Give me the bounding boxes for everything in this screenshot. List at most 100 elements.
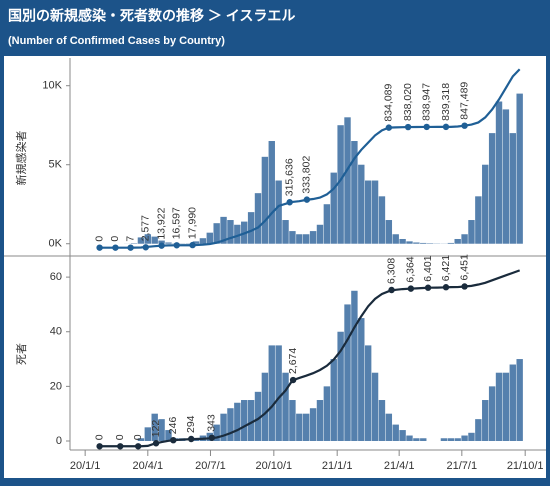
bar bbox=[220, 216, 227, 244]
bar bbox=[275, 180, 282, 244]
bar bbox=[495, 101, 503, 244]
bar bbox=[144, 427, 152, 441]
bar bbox=[351, 290, 358, 441]
bar bbox=[261, 156, 269, 244]
data-label: 0 bbox=[93, 434, 105, 440]
point bbox=[96, 244, 103, 251]
data-label: 122 bbox=[150, 420, 162, 438]
point bbox=[152, 440, 160, 447]
bar bbox=[296, 234, 303, 244]
bar bbox=[337, 125, 344, 244]
bar bbox=[516, 93, 523, 244]
data-label: 7 bbox=[124, 236, 136, 242]
bar bbox=[454, 438, 461, 441]
data-label: 0 bbox=[132, 434, 144, 440]
data-label: 6,308 bbox=[385, 258, 397, 284]
point bbox=[189, 241, 196, 249]
bar bbox=[289, 231, 296, 244]
point bbox=[424, 284, 432, 291]
bar bbox=[234, 224, 241, 244]
bar bbox=[358, 164, 365, 244]
y-tick-label: 40 bbox=[50, 326, 62, 338]
data-label: 6,421 bbox=[440, 255, 452, 281]
bar bbox=[330, 359, 337, 441]
bar bbox=[385, 413, 393, 441]
x-tick-label: 20/4/1 bbox=[133, 460, 164, 472]
bar bbox=[309, 408, 317, 441]
bar bbox=[406, 241, 413, 244]
data-label: 333,802 bbox=[301, 156, 313, 194]
point bbox=[170, 436, 177, 444]
point bbox=[442, 284, 450, 291]
bar bbox=[261, 372, 269, 441]
point bbox=[303, 196, 311, 203]
bar bbox=[385, 220, 393, 244]
bar bbox=[371, 372, 379, 441]
bar bbox=[371, 180, 379, 244]
bar bbox=[461, 234, 468, 244]
bar bbox=[158, 419, 165, 441]
point bbox=[112, 244, 119, 251]
bar bbox=[282, 372, 289, 441]
bar bbox=[399, 238, 406, 244]
point bbox=[407, 285, 415, 292]
bar bbox=[302, 413, 310, 441]
data-label: 839,318 bbox=[440, 83, 452, 121]
bar bbox=[268, 141, 275, 244]
bar bbox=[199, 238, 207, 244]
bar bbox=[302, 234, 310, 244]
point bbox=[96, 443, 103, 450]
data-label: 13,922 bbox=[155, 207, 167, 239]
bar bbox=[358, 318, 365, 441]
bar bbox=[337, 331, 344, 441]
point bbox=[127, 244, 134, 251]
point bbox=[388, 286, 395, 294]
x-tick-label: 20/1/1 bbox=[70, 460, 101, 472]
bar bbox=[420, 242, 427, 244]
point bbox=[158, 242, 165, 249]
bar bbox=[213, 424, 220, 441]
x-tick-label: 21/10/1 bbox=[507, 460, 544, 472]
bar bbox=[440, 438, 448, 441]
bar bbox=[151, 236, 158, 244]
bar bbox=[413, 438, 420, 441]
bar bbox=[461, 435, 468, 441]
bar bbox=[392, 424, 399, 441]
bar bbox=[344, 304, 351, 441]
bar bbox=[296, 413, 303, 441]
bar bbox=[406, 435, 413, 441]
y-tick-label: 60 bbox=[50, 271, 62, 283]
bar bbox=[475, 419, 482, 441]
point bbox=[208, 434, 216, 441]
bar bbox=[468, 220, 475, 244]
bar bbox=[488, 386, 496, 441]
bar bbox=[234, 402, 241, 441]
bar bbox=[323, 386, 331, 441]
data-label: 343 bbox=[206, 414, 218, 432]
bar bbox=[137, 237, 145, 244]
bar bbox=[309, 231, 317, 244]
point bbox=[442, 123, 450, 131]
data-label: 838,947 bbox=[420, 83, 432, 121]
data-label: 6,401 bbox=[422, 255, 434, 281]
data-label: 838,020 bbox=[402, 83, 414, 121]
bar bbox=[330, 172, 337, 244]
bar bbox=[227, 408, 234, 441]
bar bbox=[151, 413, 158, 441]
chart-title: 国別の新規感染・死者数の推移 ＞ イスラエル bbox=[8, 8, 295, 24]
data-label: 2,577 bbox=[140, 215, 152, 241]
point bbox=[385, 124, 393, 131]
chart-subtitle: (Number of Confirmed Cases by Country) bbox=[8, 35, 225, 47]
y-axis-label: 死者 bbox=[15, 343, 28, 365]
bar bbox=[502, 372, 510, 441]
point bbox=[461, 283, 468, 290]
y-tick-label: 20 bbox=[50, 380, 62, 392]
bar bbox=[447, 242, 455, 244]
bar bbox=[482, 164, 489, 244]
bar bbox=[509, 364, 516, 441]
point bbox=[117, 443, 124, 450]
bar bbox=[351, 141, 358, 244]
bar bbox=[275, 345, 282, 441]
bar bbox=[399, 430, 406, 441]
